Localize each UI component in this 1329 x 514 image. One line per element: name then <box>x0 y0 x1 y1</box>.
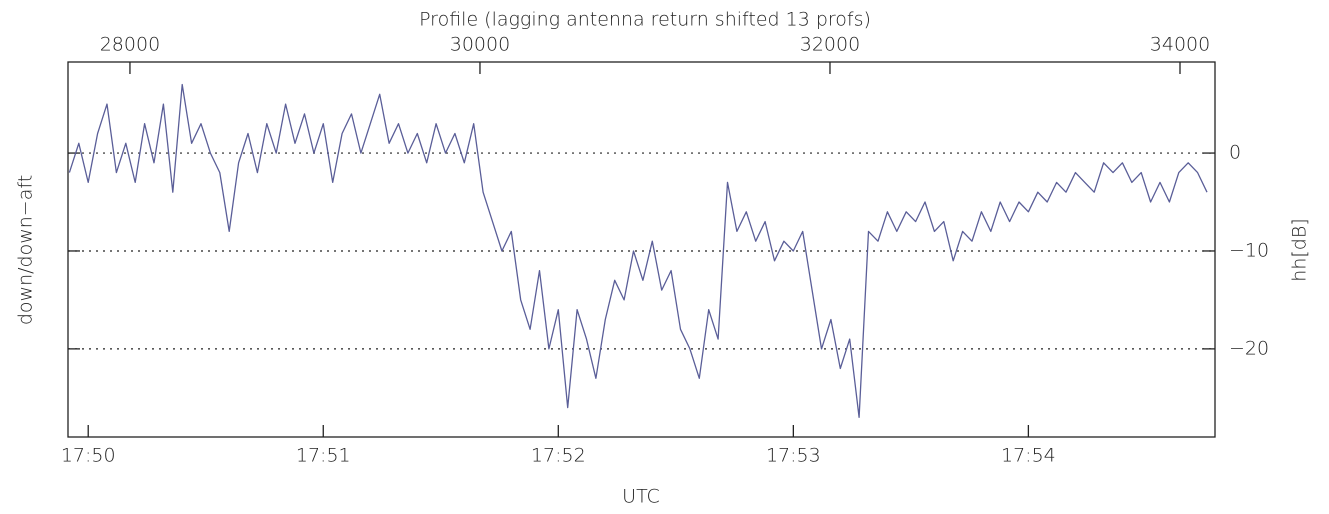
x-tick-label: 17:52 <box>531 445 586 467</box>
y-tick-label: −10 <box>1229 239 1269 261</box>
x2-tick-label: 28000 <box>100 34 160 56</box>
data-line <box>68 83 1208 419</box>
x2-tick-label: 30000 <box>450 34 510 56</box>
x-tick-label: 17:51 <box>296 445 351 467</box>
y2-axis-title: hh[dB] <box>1289 218 1311 281</box>
x2-tick-label: 34000 <box>1150 34 1210 56</box>
x-tick-label: 17:54 <box>1001 445 1056 467</box>
y-tick-label: 0 <box>1229 142 1241 164</box>
chart-title: Profile (lagging antenna return shifted … <box>419 9 871 31</box>
y-tick-label: −20 <box>1229 337 1269 359</box>
y-axis-title: down/down−aft <box>15 175 37 325</box>
x-tick-label: 17:53 <box>766 445 821 467</box>
plot-frame <box>67 61 1216 438</box>
x2-tick-label: 32000 <box>800 34 860 56</box>
x-axis-title: UTC <box>622 486 660 508</box>
x-tick-label: 17:50 <box>61 445 116 467</box>
